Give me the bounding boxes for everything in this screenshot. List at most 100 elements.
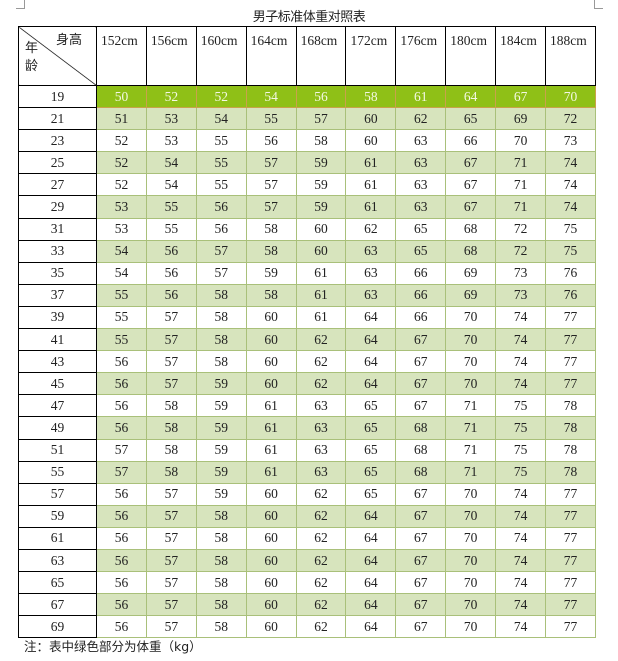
- weight-cell: 77: [545, 615, 596, 639]
- weight-cell: 66: [395, 283, 447, 307]
- weight-cell: 74: [545, 195, 596, 219]
- weight-table: 身高 年龄 152cm 156cm 160cm 164cm 168cm 172cm 176c…: [18, 26, 596, 639]
- corner-header-cell: 身高 年龄: [18, 26, 97, 86]
- age-cell: 55: [18, 460, 97, 484]
- weight-cell: 58: [195, 593, 247, 617]
- age-cell: 65: [18, 571, 97, 595]
- weight-cell: 58: [195, 571, 247, 595]
- weight-cell: 64: [345, 504, 397, 528]
- weight-cell: 67: [395, 526, 447, 550]
- age-cell: 57: [18, 482, 97, 506]
- weight-cell: 74: [495, 350, 547, 374]
- weight-cell: 64: [445, 84, 497, 109]
- weight-cell: 64: [345, 350, 397, 374]
- weight-cell: 63: [345, 239, 397, 263]
- weight-cell: 63: [395, 173, 447, 197]
- weight-cell: 61: [245, 460, 297, 484]
- weight-cell: 71: [445, 416, 497, 440]
- weight-cell: 55: [195, 129, 247, 153]
- weight-cell: 69: [445, 283, 497, 307]
- weight-cell: 72: [495, 239, 547, 263]
- height-header-cell: 188cm: [545, 26, 596, 86]
- table-row: 39 55 57 58 60 61 64 66 70 74 77: [18, 305, 596, 330]
- weight-cell: 74: [495, 482, 547, 506]
- age-cell: 19: [18, 84, 97, 109]
- weight-cell: 67: [395, 548, 447, 573]
- weight-cell: 57: [145, 615, 197, 639]
- weight-cell: 56: [96, 372, 147, 396]
- weight-cell: 55: [96, 305, 147, 330]
- weight-cell: 74: [495, 372, 547, 396]
- weight-cell: 74: [495, 615, 547, 639]
- weight-cell: 67: [395, 350, 447, 374]
- weight-cell: 58: [195, 615, 247, 639]
- weight-cell: 56: [145, 283, 197, 307]
- weight-cell: 56: [96, 416, 147, 440]
- weight-cell: 61: [345, 195, 397, 219]
- age-cell: 47: [18, 394, 97, 418]
- weight-cell: 60: [345, 107, 397, 131]
- height-header-cell: 176cm: [395, 26, 447, 86]
- table-row: 47 56 58 59 61 63 65 67 71 75 78: [18, 394, 596, 418]
- table-row: 49 56 58 59 61 63 65 68 71 75 78: [18, 416, 596, 440]
- weight-cell: 76: [545, 261, 596, 285]
- weight-cell: 61: [295, 283, 347, 307]
- weight-cell: 62: [295, 571, 347, 595]
- table-row: 57 56 57 59 60 62 65 67 70 74 77: [18, 482, 596, 506]
- age-cell: 27: [18, 173, 97, 197]
- age-cell: 59: [18, 504, 97, 528]
- weight-cell: 52: [96, 151, 147, 175]
- footnote: 注：表中绿色部分为体重（kg）: [24, 639, 202, 654]
- weight-cell: 59: [245, 261, 297, 285]
- table-row: 41 55 57 58 60 62 64 67 70 74 77: [18, 328, 596, 352]
- age-label: 年龄: [25, 41, 39, 74]
- weight-cell: 55: [145, 195, 197, 219]
- table-row: 43 56 57 58 60 62 64 67 70 74 77: [18, 350, 596, 374]
- weight-cell: 77: [545, 305, 596, 330]
- weight-cell: 59: [195, 438, 247, 462]
- weight-cell: 66: [445, 129, 497, 153]
- weight-cell: 60: [345, 129, 397, 153]
- weight-cell: 60: [245, 350, 297, 374]
- weight-cell: 61: [345, 173, 397, 197]
- weight-cell: 60: [245, 482, 297, 506]
- weight-cell: 64: [345, 526, 397, 550]
- weight-cell: 67: [395, 504, 447, 528]
- page-title: 男子标准体重对照表: [252, 10, 366, 25]
- weight-cell: 70: [495, 129, 547, 153]
- weight-cell: 56: [96, 504, 147, 528]
- weight-cell: 57: [145, 548, 197, 573]
- weight-cell: 57: [145, 593, 197, 617]
- weight-cell: 55: [96, 283, 147, 307]
- weight-cell: 58: [195, 526, 247, 550]
- weight-cell: 58: [245, 239, 297, 263]
- weight-cell: 67: [395, 482, 447, 506]
- weight-cell: 63: [295, 416, 347, 440]
- weight-cell: 67: [445, 173, 497, 197]
- weight-cell: 75: [495, 438, 547, 462]
- age-cell: 39: [18, 305, 97, 330]
- age-cell: 33: [18, 239, 97, 263]
- weight-cell: 56: [295, 84, 347, 109]
- table-row: 45 56 57 59 60 62 64 67 70 74 77: [18, 372, 596, 396]
- weight-cell: 59: [195, 372, 247, 396]
- weight-cell: 58: [145, 416, 197, 440]
- weight-cell: 74: [545, 151, 596, 175]
- weight-cell: 58: [195, 283, 247, 307]
- weight-cell: 57: [245, 195, 297, 219]
- weight-cell: 77: [545, 350, 596, 374]
- weight-cell: 53: [96, 217, 147, 241]
- weight-cell: 71: [445, 460, 497, 484]
- table-row: 65 56 57 58 60 62 64 67 70 74 77: [18, 571, 596, 595]
- weight-cell: 52: [145, 84, 197, 109]
- weight-cell: 60: [295, 239, 347, 263]
- weight-cell: 60: [245, 548, 297, 573]
- weight-cell: 56: [145, 239, 197, 263]
- weight-cell: 75: [495, 416, 547, 440]
- weight-cell: 57: [145, 482, 197, 506]
- weight-cell: 70: [445, 526, 497, 550]
- weight-cell: 60: [245, 593, 297, 617]
- weight-cell: 70: [445, 615, 497, 639]
- weight-cell: 61: [345, 151, 397, 175]
- weight-cell: 60: [245, 504, 297, 528]
